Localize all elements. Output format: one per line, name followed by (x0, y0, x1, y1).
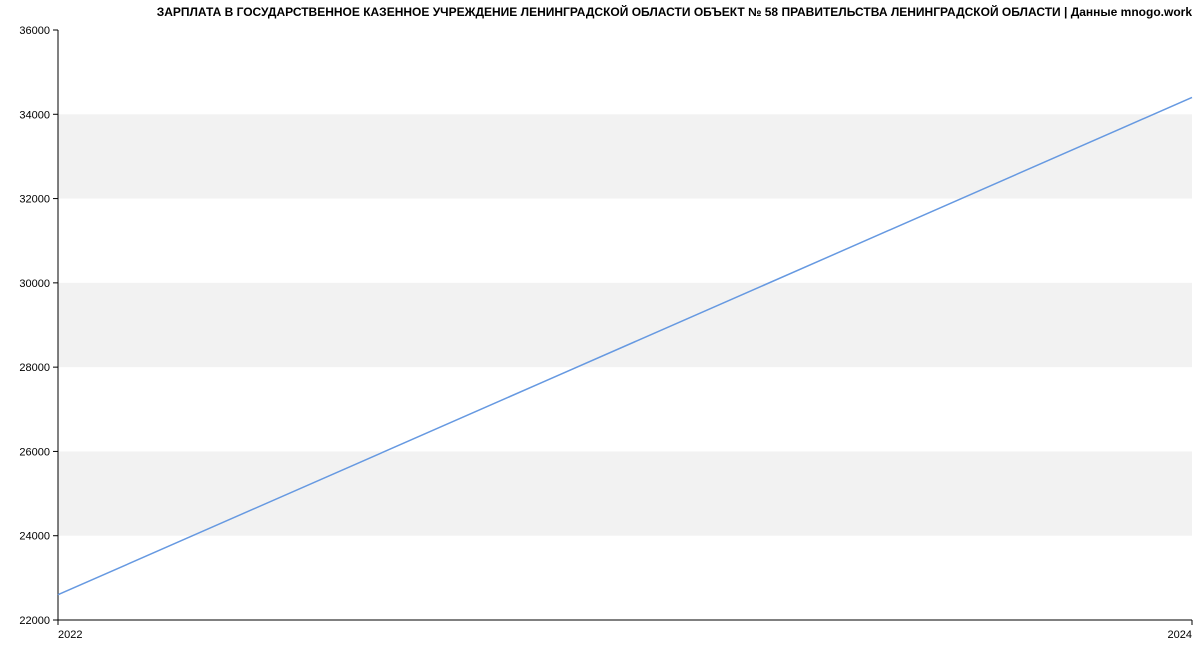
x-tick-label: 2024 (1168, 629, 1192, 641)
chart-title: ЗАРПЛАТА В ГОСУДАРСТВЕННОЕ КАЗЕННОЕ УЧРЕ… (157, 4, 1193, 19)
x-tick-label: 2022 (58, 629, 82, 641)
y-tick-label: 36000 (19, 25, 50, 37)
y-tick-label: 34000 (19, 109, 50, 121)
y-tick-label: 32000 (19, 194, 50, 206)
y-tick-label: 30000 (19, 278, 50, 290)
y-tick-label: 26000 (19, 446, 50, 458)
line-chart: 22000 24000 26000 28000 30000 32000 34000 36000… (0, 0, 1200, 650)
y-tick-label: 28000 (19, 362, 50, 374)
chart-svg: 22000 24000 26000 28000 30000 32000 34000 36000… (0, 0, 1200, 650)
y-tick-label: 22000 (19, 615, 50, 627)
y-tick-label: 24000 (19, 531, 50, 543)
